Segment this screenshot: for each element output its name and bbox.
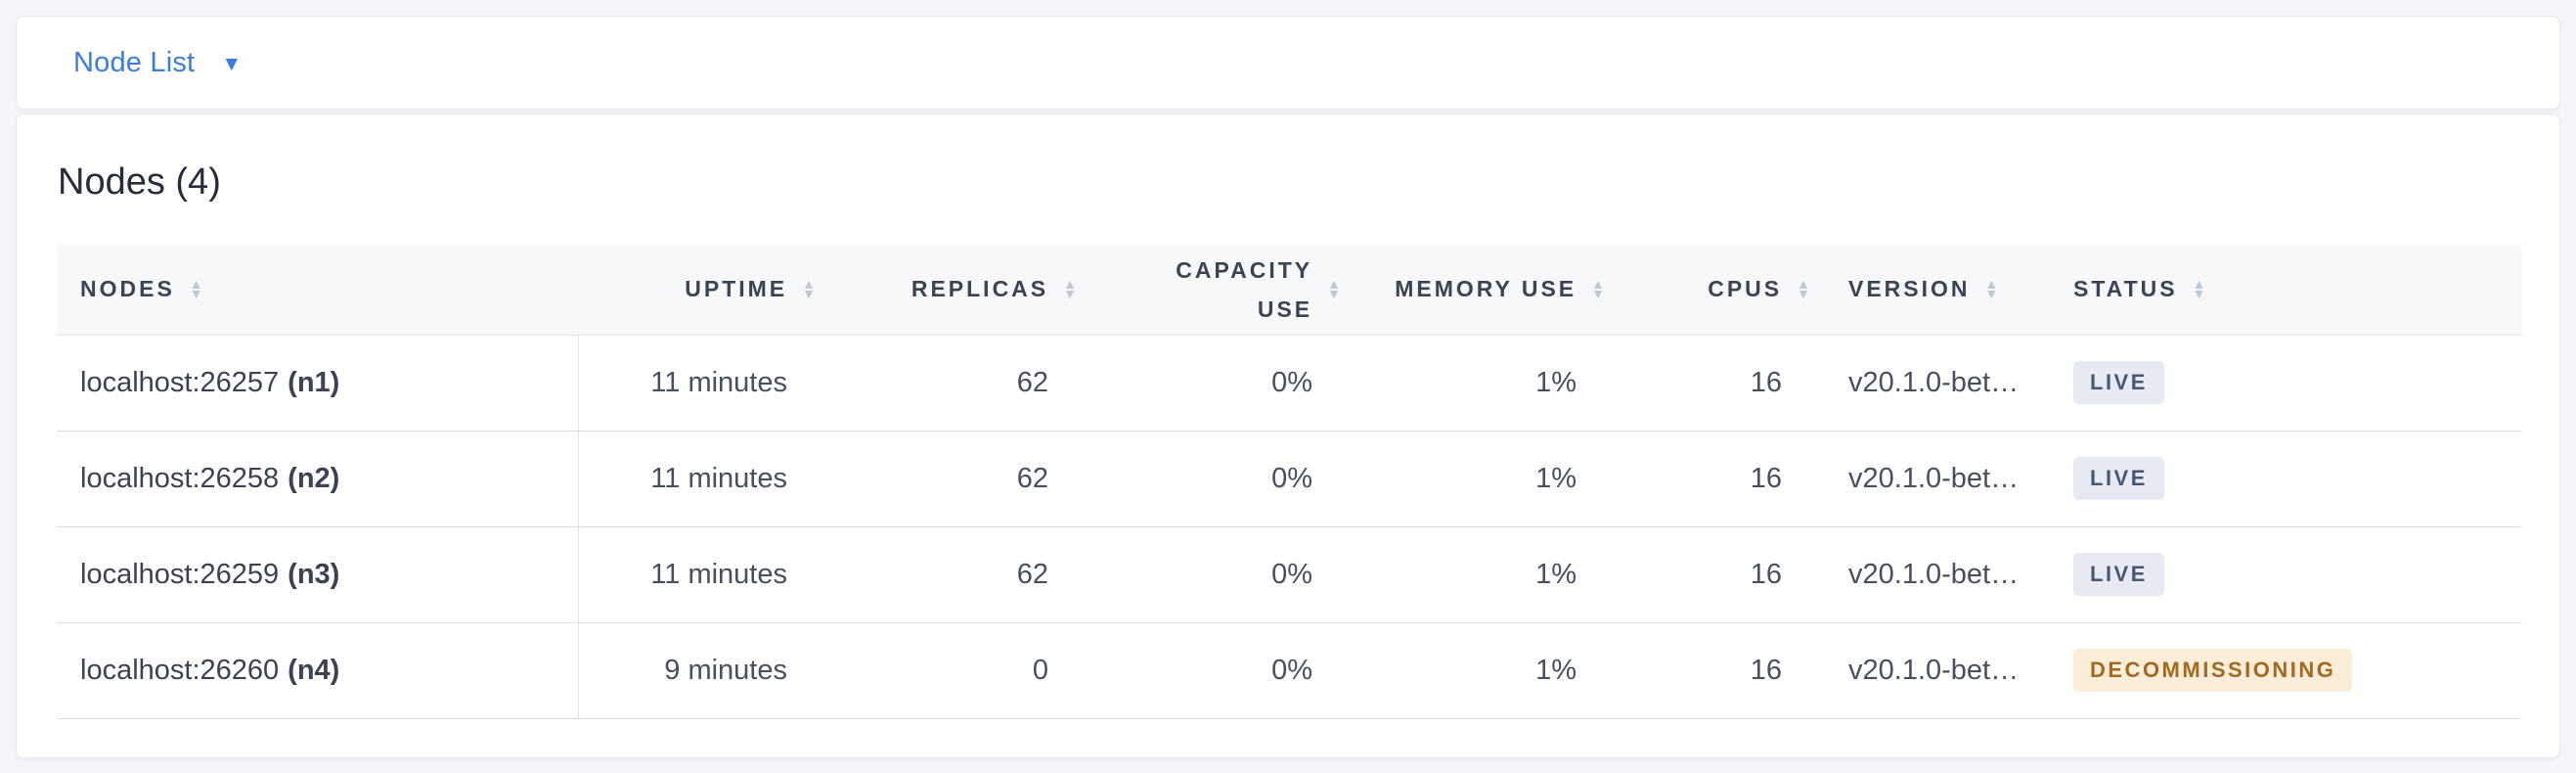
column-label: STATUS	[2073, 276, 2178, 302]
node-table: NODES ▲ ▼ UPTIME ▲ ▼ REPLICAS ▲ ▼ CAPACITY USE…	[57, 245, 2521, 719]
capacity-use-cell: 0%	[1091, 335, 1355, 432]
node-id: (n4)	[288, 654, 340, 686]
node-name-cell[interactable]: localhost:26258 (n2)	[57, 431, 579, 527]
node-name-cell[interactable]: localhost:26259 (n3)	[57, 526, 579, 623]
node-id: (n1)	[288, 366, 340, 398]
page-title: Nodes (4)	[58, 161, 221, 203]
memory-use-cell: 1%	[1355, 335, 1620, 432]
sort-arrows-icon: ▲ ▼	[1797, 275, 1813, 302]
replicas-cell: 0	[830, 622, 1091, 719]
capacity-use-cell: 0%	[1091, 526, 1355, 623]
column-label: UPTIME	[685, 276, 788, 302]
version-cell: v20.1.0-bet…	[1825, 622, 2050, 719]
status-cell: LIVE	[2050, 431, 2521, 527]
node-name-cell[interactable]: localhost:26260 (n4)	[57, 622, 579, 719]
sort-arrows-icon: ▲ ▼	[802, 275, 819, 302]
uptime-cell: 9 minutes	[578, 622, 830, 719]
replicas-cell: 62	[830, 431, 1091, 527]
memory-use-cell: 1%	[1355, 622, 1620, 719]
uptime-cell: 11 minutes	[578, 431, 830, 527]
column-label: CPUS	[1708, 276, 1783, 302]
status-badge: DECOMMISSIONING	[2073, 649, 2353, 692]
status-badge: LIVE	[2073, 361, 2164, 404]
column-header-capacity-use[interactable]: CAPACITY USE ▲ ▼	[1091, 245, 1355, 336]
node-address: localhost:26259	[80, 558, 280, 590]
node-id: (n3)	[288, 558, 340, 590]
column-label: NODES	[80, 276, 175, 302]
cpus-cell: 16	[1620, 431, 1825, 527]
column-label: CAPACITY USE	[1176, 256, 1313, 322]
node-list-dropdown-label: Node List	[73, 46, 196, 78]
sort-arrows-icon: ▲ ▼	[1984, 275, 2002, 302]
table-row: localhost:26257 (n1) 11 minutes 62 0% 1% …	[57, 335, 2521, 432]
table-row: localhost:26260 (n4) 9 minutes 0 0% 1% 16…	[57, 622, 2521, 719]
status-badge: LIVE	[2073, 553, 2164, 596]
column-label: MEMORY USE	[1395, 276, 1577, 302]
node-address: localhost:26258	[80, 462, 280, 494]
node-list-dropdown[interactable]: Node List ▼	[73, 17, 242, 109]
replicas-cell: 62	[830, 335, 1091, 432]
node-address: localhost:26257	[80, 366, 280, 398]
sort-arrows-icon: ▲ ▼	[1591, 275, 1608, 302]
column-header-nodes[interactable]: NODES ▲ ▼	[57, 245, 578, 336]
table-header-row: NODES ▲ ▼ UPTIME ▲ ▼ REPLICAS ▲ ▼ CAPACITY USE…	[57, 245, 2521, 336]
status-cell: LIVE	[2050, 526, 2521, 623]
status-badge: LIVE	[2073, 457, 2164, 500]
table-row: localhost:26258 (n2) 11 minutes 62 0% 1% …	[57, 431, 2521, 527]
replicas-cell: 62	[830, 526, 1091, 623]
status-cell: LIVE	[2050, 335, 2521, 432]
column-header-cpus[interactable]: CPUS ▲ ▼	[1620, 245, 1825, 336]
version-cell: v20.1.0-bet…	[1825, 335, 2050, 432]
cpus-cell: 16	[1620, 335, 1825, 432]
column-header-replicas[interactable]: REPLICAS ▲ ▼	[830, 245, 1091, 336]
node-address: localhost:26260	[80, 654, 280, 686]
version-cell: v20.1.0-bet…	[1825, 431, 2050, 527]
cpus-cell: 16	[1620, 622, 1825, 719]
memory-use-cell: 1%	[1355, 526, 1620, 623]
sort-arrows-icon: ▲ ▼	[2192, 275, 2209, 302]
uptime-cell: 11 minutes	[578, 335, 830, 432]
nodes-card: Nodes (4) NODES ▲ ▼ UPTIME ▲ ▼ REPLICAS ▲ ▼ CA…	[16, 114, 2560, 758]
node-id: (n2)	[288, 462, 340, 494]
version-cell: v20.1.0-bet…	[1825, 526, 2050, 623]
column-label: REPLICAS	[910, 276, 1049, 302]
column-label: VERSION	[1848, 276, 1971, 302]
column-header-memory-use[interactable]: MEMORY USE ▲ ▼	[1355, 245, 1620, 336]
column-header-uptime[interactable]: UPTIME ▲ ▼	[578, 245, 830, 336]
sort-arrows-icon: ▲ ▼	[1063, 275, 1080, 302]
capacity-use-cell: 0%	[1091, 431, 1355, 527]
cpus-cell: 16	[1620, 526, 1825, 623]
caret-down-icon: ▼	[221, 52, 243, 75]
table-row: localhost:26259 (n3) 11 minutes 62 0% 1% …	[57, 526, 2521, 623]
uptime-cell: 11 minutes	[578, 526, 830, 623]
memory-use-cell: 1%	[1355, 431, 1620, 527]
column-header-status[interactable]: STATUS ▲ ▼	[2050, 245, 2521, 336]
sort-arrows-icon: ▲ ▼	[189, 275, 206, 302]
sort-arrows-icon: ▲ ▼	[1327, 275, 1344, 302]
node-name-cell[interactable]: localhost:26257 (n1)	[57, 335, 579, 432]
status-cell: DECOMMISSIONING	[2050, 622, 2521, 719]
column-header-version[interactable]: VERSION ▲ ▼	[1825, 245, 2050, 336]
view-selector-card: Node List ▼	[16, 16, 2560, 110]
capacity-use-cell: 0%	[1091, 622, 1355, 719]
